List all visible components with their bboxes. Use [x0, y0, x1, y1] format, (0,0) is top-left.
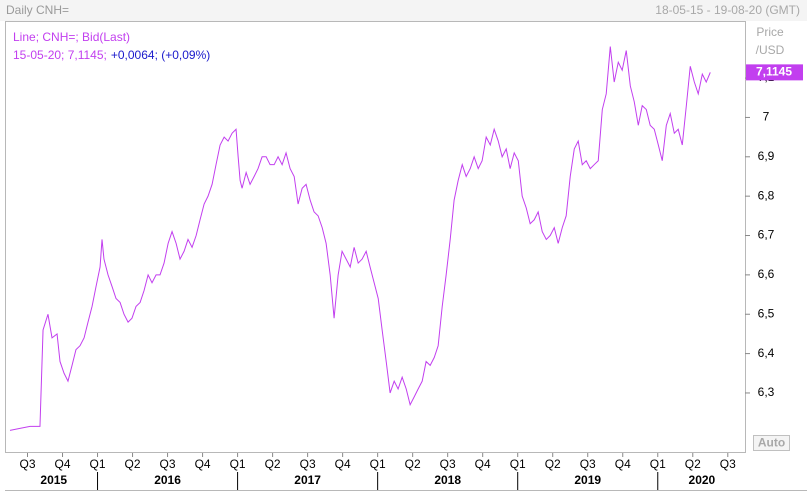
x-tick-label: Q2 — [685, 457, 701, 471]
x-tick-label: Q1 — [650, 457, 666, 471]
y-tick-label: 6,3 — [758, 385, 775, 399]
header-bar — [0, 0, 807, 21]
x-tick-label: Q1 — [230, 457, 246, 471]
scale-mode-box[interactable] — [753, 435, 790, 451]
date-range: 18-05-15 - 19-08-20 (GMT) — [655, 3, 800, 17]
y-axis-label: /USD — [756, 43, 785, 57]
x-tick-label: Q2 — [265, 457, 281, 471]
x-tick-label: Q2 — [545, 457, 561, 471]
year-label: 2020 — [689, 473, 716, 487]
year-label: 2018 — [434, 473, 461, 487]
x-tick-label: Q3 — [300, 457, 316, 471]
chart-title: Daily CNH= — [6, 3, 69, 17]
year-label: 2016 — [154, 473, 181, 487]
x-tick-label: Q3 — [19, 457, 35, 471]
plot-frame — [5, 21, 746, 453]
y-tick-label: 6,8 — [758, 188, 775, 202]
y-tick-label: 6,7 — [758, 228, 775, 242]
legend-last: 15-05-20; 7,1145; — [13, 48, 107, 62]
x-tick-label: Q3 — [440, 457, 456, 471]
last-price-tag — [746, 64, 803, 81]
year-label: 2019 — [574, 473, 601, 487]
y-tick-label: 7 — [763, 110, 770, 124]
x-tick-label: Q3 — [720, 457, 736, 471]
x-tick-label: Q1 — [90, 457, 106, 471]
x-tick-label: Q3 — [580, 457, 596, 471]
y-tick-label: 6,6 — [758, 267, 775, 281]
x-tick-label: Q2 — [125, 457, 141, 471]
year-label: 2015 — [40, 473, 67, 487]
year-label: 2017 — [294, 473, 321, 487]
y-tick-label: 6,9 — [758, 149, 775, 163]
y-axis-label: Price — [756, 25, 784, 39]
x-tick-label: Q1 — [370, 457, 386, 471]
x-tick-label: Q2 — [405, 457, 421, 471]
x-tick-label: Q4 — [475, 457, 491, 471]
x-tick-label: Q3 — [160, 457, 176, 471]
x-tick-label: Q1 — [510, 457, 526, 471]
legend-values: 15-05-20; 7,1145; +0,0064; (+0,09%) — [13, 48, 210, 62]
x-tick-label: Q4 — [615, 457, 631, 471]
last-price-label: 7,1145 — [756, 65, 792, 79]
legend-line: Line; CNH=; Bid(Last) — [13, 30, 130, 44]
x-tick-label: Q4 — [55, 457, 71, 471]
scale-mode[interactable]: Auto — [758, 436, 785, 450]
y-tick-label: 6,4 — [758, 346, 775, 360]
legend-change: +0,0064; (+0,09%) — [111, 48, 210, 62]
price-line — [9, 46, 711, 431]
x-tick-label: Q4 — [335, 457, 351, 471]
y-tick-label: 6,5 — [758, 306, 775, 320]
x-tick-label: Q4 — [195, 457, 211, 471]
